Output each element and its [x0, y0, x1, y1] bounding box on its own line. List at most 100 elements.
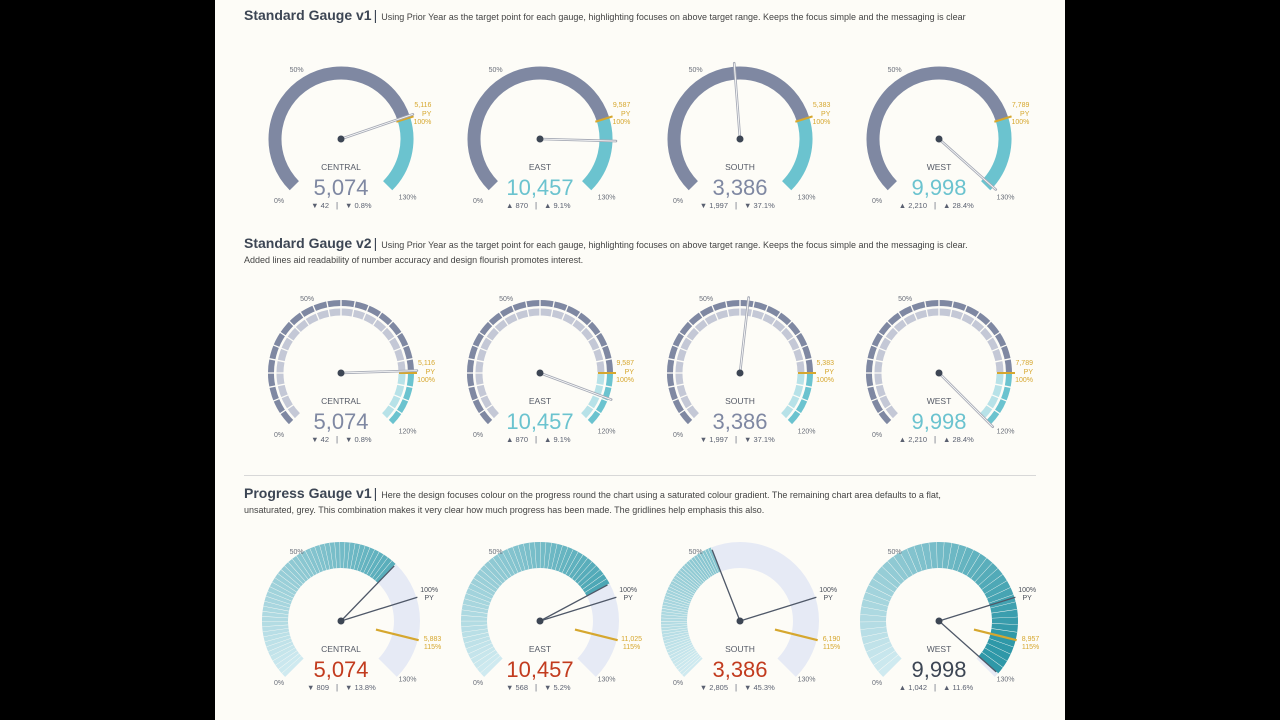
target-marker-line — [795, 115, 813, 123]
gauge-grid-tick — [986, 587, 1011, 599]
gauge-grid-tick — [471, 344, 489, 353]
gauge-grid-tick — [978, 320, 992, 334]
gauge-progress-segment — [984, 580, 1011, 600]
gauge-grid-tick — [265, 595, 291, 605]
region-label: CENTRAL — [321, 396, 361, 406]
py-marker-line — [739, 596, 817, 622]
gauge-progress-segment — [966, 553, 988, 580]
scale-label-max: 130% — [598, 195, 616, 202]
gauge-progress-segment — [914, 543, 928, 571]
target-py-label: PY — [625, 369, 635, 376]
gauge-progress-segment — [476, 652, 501, 673]
target-py-label: PY — [821, 111, 831, 118]
target-value-label: 5,383 — [816, 360, 834, 367]
gauge-progress-segment — [480, 655, 503, 677]
scale-label-min: 0% — [673, 432, 683, 439]
gauge-band-base — [866, 66, 1009, 191]
gauge-grid-tick — [272, 581, 296, 596]
gauge-progress-segment — [921, 542, 933, 570]
gauge-progress-segment — [464, 635, 491, 649]
section-header: Standard Gauge v1 | Using Prior Year as th… — [244, 7, 966, 23]
gauge-grid-tick — [465, 639, 491, 649]
change-pct-label: ▼ 45.3% — [744, 683, 775, 692]
gauge-grid-tick — [698, 311, 710, 327]
gauge-grid-tick — [870, 393, 888, 402]
target-pct-label: 100% — [812, 119, 830, 126]
gauge-progress-segment — [974, 563, 999, 587]
gauge-progress-segment — [900, 548, 918, 575]
gauge-grid-tick — [985, 331, 1001, 343]
gauge-hub — [736, 369, 744, 377]
gauge-grid-tick — [380, 412, 394, 426]
target-value-label: 9,587 — [616, 360, 634, 367]
gauge-grid-tick — [268, 357, 287, 363]
gauge-progress-segment — [952, 544, 968, 572]
change-abs-label: ▲ 2,210 — [899, 201, 927, 210]
gauge-grid-tick — [288, 412, 302, 426]
gauge-grid-tick — [487, 412, 501, 426]
gauge-grid-tick — [263, 631, 290, 638]
gauge-grid-tick — [910, 304, 919, 322]
gauge-progress-segment — [942, 542, 953, 569]
target-value-label: 5,383 — [813, 102, 831, 109]
gauge-grid-tick — [981, 651, 1004, 668]
gauge-grid-tick — [350, 543, 356, 569]
gauge-progress-segment — [981, 574, 1008, 595]
region-label: EAST — [529, 644, 551, 654]
section-standard-v1: Standard Gauge v1 | Using Prior Year as th… — [215, 7, 1065, 211]
target-pct-label: 100% — [612, 119, 630, 126]
py-label: PY — [624, 595, 634, 602]
gauge-grid-tick — [991, 628, 1018, 633]
gauge-grid-tick — [779, 320, 793, 334]
section-description-line2: Added lines aid readability of number ac… — [244, 255, 584, 265]
gauge-grid-tick — [288, 320, 302, 334]
region-label: WEST — [927, 396, 952, 406]
region-value: 9,998 — [911, 175, 966, 200]
gauge-grid-tick — [969, 311, 981, 327]
scale-label-max: 130% — [798, 195, 816, 202]
gauge-grid-tick — [886, 412, 900, 426]
gauge-progress-segment — [872, 571, 898, 593]
gauge-grid-tick — [371, 311, 383, 327]
gauge-grid-tick — [760, 304, 769, 322]
scale-label-min: 0% — [673, 680, 683, 687]
gauge-grid-tick — [579, 412, 593, 426]
scale-label-min: 0% — [872, 680, 882, 687]
scale-label-mid: 50% — [290, 67, 304, 74]
target-marker-line — [375, 628, 419, 642]
change-abs-label: ▲ 870 — [506, 435, 528, 444]
gauge-progress-segment — [497, 551, 516, 577]
gauge-grid-tick — [467, 383, 486, 389]
change-separator: | — [934, 435, 936, 444]
gauge-grid-tick — [476, 573, 498, 590]
gauge-band-above-target — [382, 117, 414, 191]
gauge-needle-highlight — [340, 370, 417, 374]
gauge-progress-segment — [461, 628, 489, 638]
target-pct-label: 115% — [1022, 644, 1039, 651]
gauge-progress-segment — [866, 641, 893, 659]
gauge-row: 0% 50% 130% 5,116 PY 100% CENTRAL 5,074 ▼ 42 | ▼ 0… — [215, 44, 1065, 224]
py-pct-label: 100% — [420, 587, 438, 594]
change-separator: | — [735, 683, 737, 692]
target-value-label: 7,789 — [1015, 360, 1033, 367]
gauge-grid-tick — [586, 331, 602, 343]
region-label: EAST — [529, 396, 551, 406]
scale-label-min: 0% — [473, 680, 483, 687]
gauge-progress-segment — [868, 577, 895, 597]
gauge-band-above-target — [980, 117, 1012, 191]
gauge-progress-segment — [468, 582, 494, 599]
gauge-grid-tick — [511, 304, 520, 322]
region-label: CENTRAL — [321, 644, 361, 654]
gauge-grid-tick — [586, 403, 602, 415]
gauge-needle — [539, 584, 608, 622]
gauge-grid-tick — [579, 320, 593, 334]
gauge-hub — [337, 135, 345, 143]
gauge-grid-tick — [866, 383, 885, 389]
gauge-needle-highlight — [739, 297, 750, 374]
region-value: 5,074 — [313, 175, 368, 200]
gauge-progress-segment — [582, 574, 608, 594]
py-pct-label: 100% — [819, 587, 837, 594]
gauge-grid-tick — [906, 548, 918, 573]
gauge-grid-tick — [478, 403, 494, 415]
target-value-label: 7,789 — [1012, 102, 1030, 109]
